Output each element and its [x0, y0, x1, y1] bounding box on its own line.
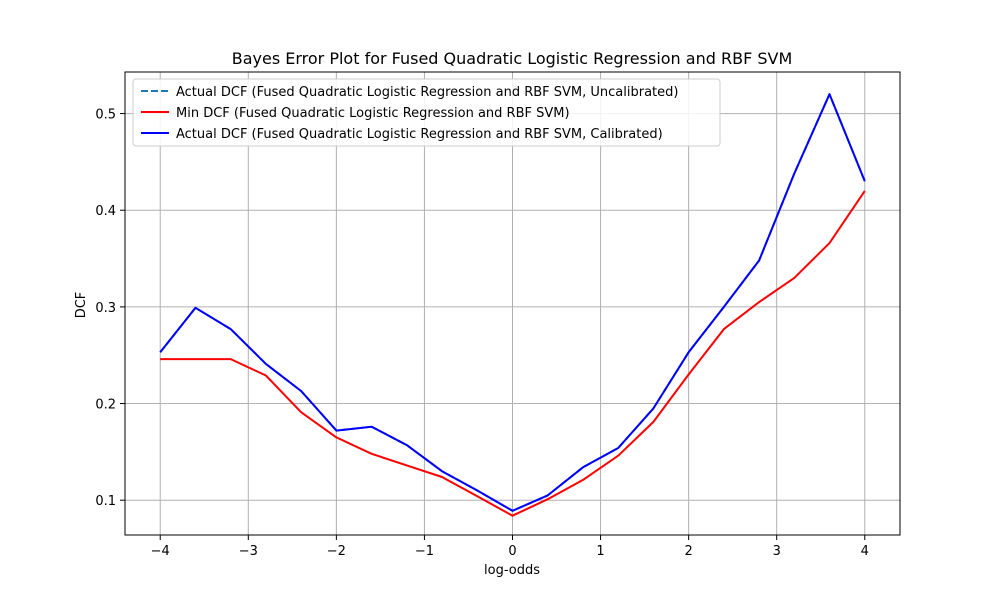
series-line-2: [160, 190, 866, 517]
x-tick-label: −3: [239, 544, 258, 559]
legend-label: Min DCF (Fused Quadratic Logistic Regres…: [176, 106, 570, 121]
y-tick-label: 0.3: [95, 301, 116, 316]
y-tick-label: 0.2: [95, 398, 116, 413]
y-tick-label: 0.4: [95, 204, 116, 219]
y-tick-label: 0.1: [95, 494, 116, 509]
legend: Actual DCF (Fused Quadratic Logistic Reg…: [132, 78, 721, 147]
y-axis-label: DCF: [74, 292, 89, 319]
y-tick-label: 0.5: [95, 108, 116, 123]
legend-label: Actual DCF (Fused Quadratic Logistic Reg…: [176, 127, 663, 142]
series-lines: [159, 93, 866, 517]
x-tick-label: 1: [596, 544, 604, 559]
x-tick-label: −4: [151, 544, 170, 559]
legend-label: Actual DCF (Fused Quadratic Logistic Reg…: [176, 85, 678, 100]
x-tick-label: 4: [861, 544, 869, 559]
x-tick-label: 3: [773, 544, 781, 559]
x-tick-label: −2: [327, 544, 346, 559]
x-tick-label: 0: [508, 544, 516, 559]
legend-box: [132, 78, 721, 147]
x-tick-label: 2: [684, 544, 692, 559]
series-line-3: [159, 93, 866, 512]
chart-title: Bayes Error Plot for Fused Quadratic Log…: [232, 49, 793, 68]
x-axis-label: log-odds: [484, 563, 540, 578]
axis-ticks: −4 −3 −2 −1 0 1 2 3 4 0.1 0.2 0.3 0.4 0.5: [95, 108, 869, 559]
x-tick-label: −1: [415, 544, 434, 559]
